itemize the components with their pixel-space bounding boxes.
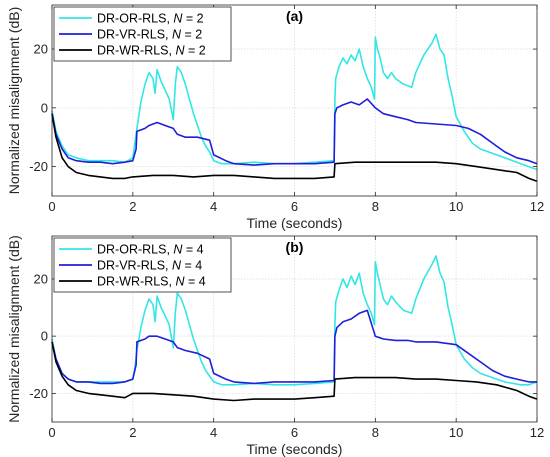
x-tick-label: 8 xyxy=(372,425,379,440)
chart-panel-1: 0 2 4 6 8 10 12 -20 0 20 (b) Time (seconds) Normaliz… xyxy=(6,235,544,457)
x-tick-label: 2 xyxy=(129,425,136,440)
y-tick-label: 0 xyxy=(41,329,48,344)
x-tick-label: 12 xyxy=(530,425,544,440)
series-line-2 xyxy=(51,341,538,402)
x-tick-label: 8 xyxy=(372,199,379,214)
legend-label-0: DR-OR-RLS, N = 2 xyxy=(97,12,204,26)
legend-label-2: DR-WR-RLS, N = 4 xyxy=(97,275,206,289)
y-axis-label: Normalized misalignment (dB) xyxy=(6,7,22,195)
legend-label-1: DR-VR-RLS, N = 2 xyxy=(97,28,202,42)
x-tick-label: 2 xyxy=(129,199,136,214)
x-tick-label: 4 xyxy=(210,425,217,440)
chart-panel-0: 0 2 4 6 8 10 12 -20 0 20 (a) Time (seconds) Normaliz… xyxy=(6,4,544,231)
series-line-1 xyxy=(51,98,538,166)
x-tick-label: 12 xyxy=(530,199,544,214)
panel-title: (a) xyxy=(286,8,303,24)
legend: DR-OR-RLS, N = 2 DR-VR-RLS, N = 2 DR-WR-RL… xyxy=(53,6,232,62)
x-tick-label: 10 xyxy=(449,199,463,214)
y-tick-label: -20 xyxy=(29,159,48,174)
x-tick-label: 6 xyxy=(291,199,298,214)
x-tick-label: 10 xyxy=(449,425,463,440)
x-tick-label: 6 xyxy=(291,425,298,440)
x-axis-label: Time (seconds) xyxy=(247,215,343,231)
series-line-2 xyxy=(51,113,538,183)
x-tick-label: 4 xyxy=(210,199,217,214)
legend: DR-OR-RLS, N = 4 DR-VR-RLS, N = 4 DR-WR-RL… xyxy=(53,237,232,293)
y-tick-label: 20 xyxy=(34,271,48,286)
legend-label-2: DR-WR-RLS, N = 2 xyxy=(97,44,206,58)
y-tick-label: 20 xyxy=(34,42,48,57)
x-tick-label: 0 xyxy=(48,425,55,440)
series-line-1 xyxy=(51,309,537,385)
legend-label-0: DR-OR-RLS, N = 4 xyxy=(97,243,204,257)
panel-title: (b) xyxy=(286,239,304,255)
y-tick-label: -20 xyxy=(29,386,48,401)
y-axis-label: Normalized misalignment (dB) xyxy=(6,235,22,423)
y-tick-label: 0 xyxy=(41,100,48,115)
x-axis-label: Time (seconds) xyxy=(247,441,343,457)
legend-label-1: DR-VR-RLS, N = 4 xyxy=(97,259,202,273)
x-tick-label: 0 xyxy=(48,199,55,214)
legend-box xyxy=(53,237,232,293)
